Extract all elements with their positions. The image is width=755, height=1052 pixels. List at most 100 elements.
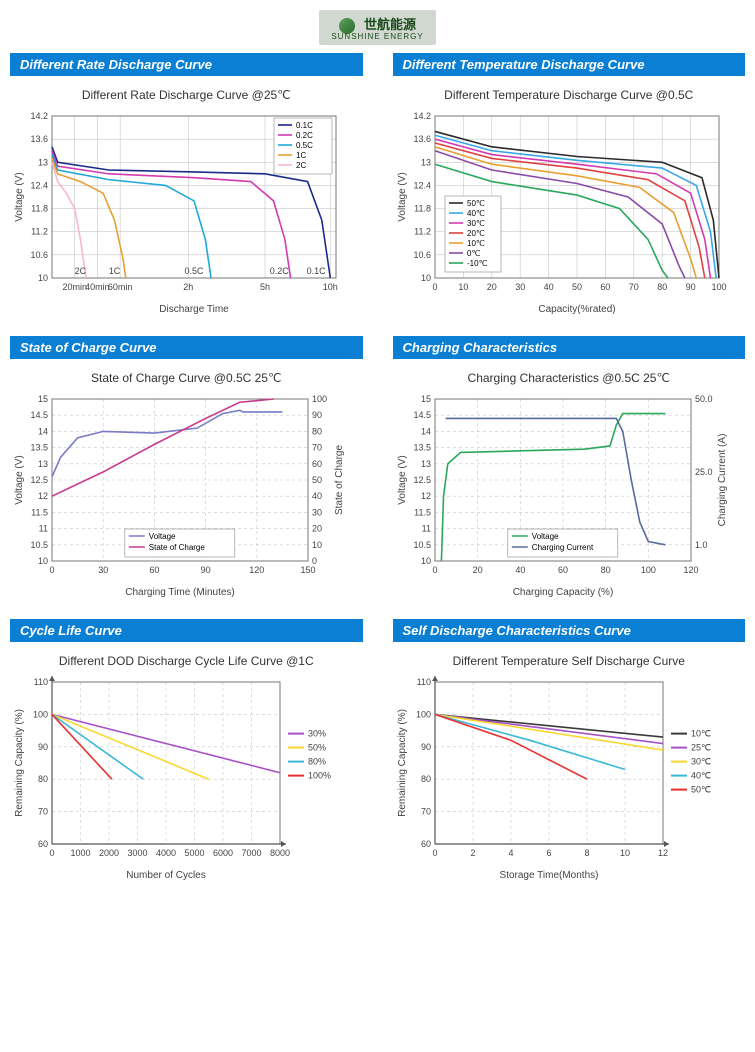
svg-text:80: 80 — [657, 282, 667, 292]
svg-text:10: 10 — [420, 556, 430, 566]
svg-text:State of Charge: State of Charge — [334, 445, 345, 515]
logo-box: 世航能源 SUNSHINE ENERGY — [319, 10, 435, 45]
svg-text:0.2C: 0.2C — [296, 131, 313, 140]
svg-text:90: 90 — [201, 565, 211, 575]
svg-text:0.5C: 0.5C — [184, 266, 204, 276]
svg-text:90: 90 — [38, 742, 48, 752]
svg-text:120: 120 — [249, 565, 264, 575]
svg-text:12.5: 12.5 — [413, 475, 431, 485]
svg-text:4: 4 — [508, 848, 513, 858]
svg-text:13: 13 — [38, 459, 48, 469]
svg-text:10℃: 10℃ — [467, 239, 485, 248]
svg-text:Storage Time(Months): Storage Time(Months) — [499, 870, 598, 881]
svg-text:10.5: 10.5 — [30, 540, 48, 550]
svg-text:0: 0 — [432, 565, 437, 575]
svg-text:1000: 1000 — [70, 848, 90, 858]
svg-text:5h: 5h — [260, 282, 270, 292]
chart-soc: 1010.51111.51212.51313.51414.51503060901… — [10, 391, 363, 601]
svg-text:8000: 8000 — [270, 848, 290, 858]
svg-text:-10℃: -10℃ — [467, 259, 488, 268]
title-6: Different Temperature Self Discharge Cur… — [393, 654, 746, 668]
svg-text:70: 70 — [38, 807, 48, 817]
svg-text:30%: 30% — [308, 729, 326, 739]
svg-text:100: 100 — [33, 709, 48, 719]
svg-text:25℃: 25℃ — [691, 743, 711, 753]
svg-text:0: 0 — [49, 565, 54, 575]
svg-text:70: 70 — [628, 282, 638, 292]
svg-text:60: 60 — [557, 565, 567, 575]
svg-text:15: 15 — [38, 394, 48, 404]
svg-text:30℃: 30℃ — [467, 219, 485, 228]
svg-text:80: 80 — [38, 774, 48, 784]
svg-text:120: 120 — [683, 565, 698, 575]
svg-text:20: 20 — [472, 565, 482, 575]
svg-text:10: 10 — [458, 282, 468, 292]
header-5: Cycle Life Curve — [10, 619, 363, 642]
svg-text:110: 110 — [416, 677, 430, 687]
svg-text:40: 40 — [312, 491, 322, 501]
svg-text:80: 80 — [600, 565, 610, 575]
svg-text:13.5: 13.5 — [413, 443, 431, 453]
svg-text:0.2C: 0.2C — [270, 266, 290, 276]
svg-text:10: 10 — [312, 540, 322, 550]
svg-text:2C: 2C — [75, 266, 87, 276]
chart-cycle-life: 6070809010011001000200030004000500060007… — [10, 674, 363, 884]
svg-text:10: 10 — [420, 273, 430, 283]
svg-text:14.5: 14.5 — [30, 410, 48, 420]
svg-text:11.8: 11.8 — [31, 204, 48, 214]
title-2: Different Temperature Discharge Curve @0… — [393, 88, 746, 102]
svg-text:110: 110 — [34, 677, 48, 687]
svg-text:Voltage (V): Voltage (V) — [14, 455, 25, 504]
svg-text:11.2: 11.2 — [414, 227, 431, 237]
chart-self-discharge: 60708090100110024681012Storage Time(Mont… — [393, 674, 746, 884]
header-6: Self Discharge Characteristics Curve — [393, 619, 746, 642]
svg-text:100%: 100% — [308, 771, 331, 781]
title-1: Different Rate Discharge Curve @25℃ — [10, 88, 363, 102]
panel-charging: Charging Characteristics Charging Charac… — [393, 336, 746, 601]
svg-text:80: 80 — [420, 774, 430, 784]
svg-text:13: 13 — [420, 459, 430, 469]
svg-text:11.5: 11.5 — [31, 507, 48, 517]
svg-text:12: 12 — [420, 491, 430, 501]
svg-text:13.6: 13.6 — [30, 134, 48, 144]
svg-text:100: 100 — [312, 394, 327, 404]
svg-text:10.6: 10.6 — [413, 250, 431, 260]
svg-text:13.5: 13.5 — [30, 443, 48, 453]
svg-text:60: 60 — [312, 459, 322, 469]
svg-text:90: 90 — [420, 742, 430, 752]
svg-text:Charging Current: Charging Current — [531, 543, 593, 552]
svg-text:80: 80 — [312, 426, 322, 436]
svg-text:20: 20 — [486, 282, 496, 292]
header-4: Charging Characteristics — [393, 336, 746, 359]
svg-text:70: 70 — [420, 807, 430, 817]
svg-text:0.1C: 0.1C — [307, 266, 327, 276]
svg-text:14.2: 14.2 — [413, 111, 431, 121]
svg-text:10h: 10h — [323, 282, 338, 292]
svg-text:0: 0 — [432, 282, 437, 292]
panel-cycle-life: Cycle Life Curve Different DOD Discharge… — [10, 619, 363, 884]
svg-text:12.5: 12.5 — [30, 475, 48, 485]
svg-text:30℃: 30℃ — [691, 757, 711, 767]
svg-text:14.2: 14.2 — [30, 111, 48, 121]
svg-text:20℃: 20℃ — [467, 229, 485, 238]
svg-text:10℃: 10℃ — [691, 729, 711, 739]
svg-text:100: 100 — [415, 709, 430, 719]
header-1: Different Rate Discharge Curve — [10, 53, 363, 76]
svg-text:13: 13 — [420, 157, 430, 167]
svg-text:State of Charge: State of Charge — [149, 543, 206, 552]
panel-rate-discharge: Different Rate Discharge Curve Different… — [10, 53, 363, 318]
svg-text:12.4: 12.4 — [30, 181, 48, 191]
svg-text:3000: 3000 — [127, 848, 147, 858]
svg-text:Remaining Capacity (%): Remaining Capacity (%) — [14, 709, 25, 817]
svg-text:Voltage: Voltage — [149, 532, 176, 541]
title-4: Charging Characteristics @0.5C 25℃ — [393, 371, 746, 385]
svg-text:90: 90 — [312, 410, 322, 420]
svg-text:10: 10 — [38, 556, 48, 566]
svg-text:10: 10 — [619, 848, 629, 858]
svg-text:14.5: 14.5 — [413, 410, 431, 420]
svg-text:7000: 7000 — [241, 848, 261, 858]
svg-text:Voltage: Voltage — [531, 532, 558, 541]
svg-text:30: 30 — [515, 282, 525, 292]
logo-en: SUNSHINE ENERGY — [331, 32, 423, 41]
panel-self-discharge: Self Discharge Characteristics Curve Dif… — [393, 619, 746, 884]
